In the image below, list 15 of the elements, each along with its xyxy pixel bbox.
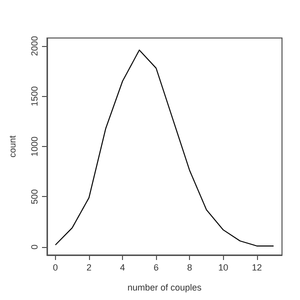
- y-tick-label: 1500: [30, 86, 40, 106]
- y-tick-label: 1000: [30, 136, 40, 157]
- x-tick-label: 12: [252, 262, 262, 272]
- line-series: [54, 50, 274, 246]
- y-tick-label: 2000: [30, 36, 40, 56]
- x-tick-label: 0: [52, 262, 58, 272]
- y-tick-label: 0: [30, 244, 40, 250]
- x-tick-label: 4: [120, 262, 126, 272]
- x-tick-label: 2: [86, 262, 92, 272]
- x-tick-label: 8: [187, 262, 192, 272]
- x-tick-label: 6: [154, 262, 159, 272]
- y-axis-title: count: [8, 135, 18, 158]
- x-tick-label: 10: [218, 262, 228, 272]
- y-tick-label: 500: [30, 189, 40, 204]
- x-axis-title: number of couples: [127, 282, 202, 292]
